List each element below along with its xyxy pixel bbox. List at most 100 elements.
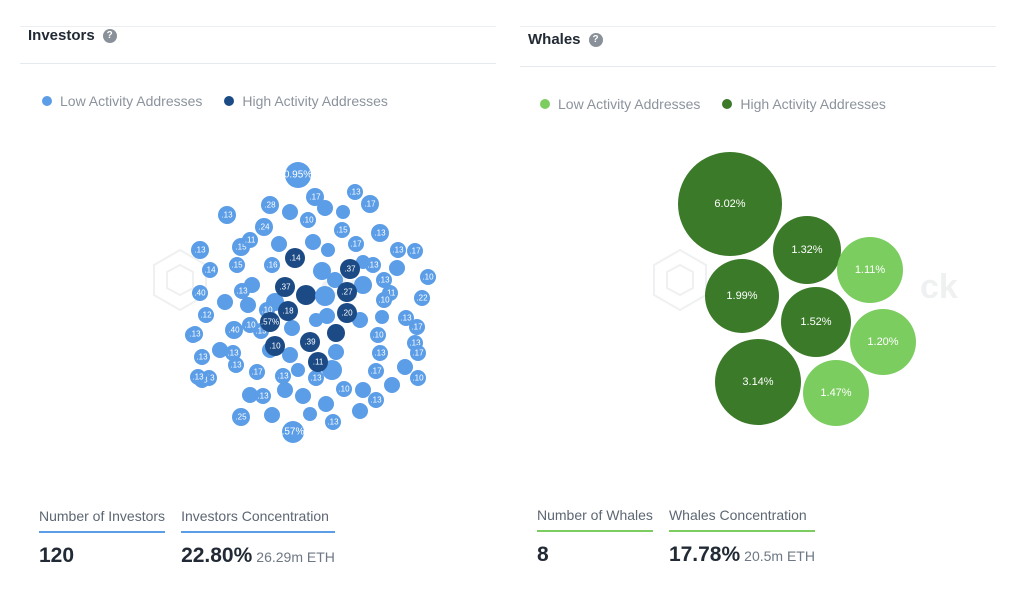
bubble-filler[interactable] — [284, 320, 300, 336]
bubble-filler[interactable] — [217, 294, 233, 310]
bubble-high-activity[interactable]: .10 — [265, 336, 285, 356]
bubble-low-activity[interactable]: .17 — [306, 188, 324, 206]
bubble-low-activity[interactable]: .40 — [192, 285, 208, 301]
bubble-low-activity[interactable]: .13 — [371, 224, 389, 242]
bubble-low-activity[interactable]: .13 — [194, 349, 210, 365]
bubble-low-activity[interactable]: .10 — [420, 269, 436, 285]
bubble-low-activity[interactable]: .17 — [348, 236, 364, 252]
bubble-high-activity[interactable]: .18 — [278, 301, 298, 321]
bubble-filler[interactable] — [240, 297, 256, 313]
bubble-low-activity[interactable]: .40 — [225, 321, 243, 339]
bubble-filler[interactable] — [317, 200, 333, 216]
bubble-low-activity[interactable]: .13 — [190, 369, 206, 385]
bubble-low-activity[interactable]: .15 — [334, 222, 350, 238]
bubble-filler[interactable] — [318, 396, 334, 412]
bubble-high-activity[interactable]: 6.02% — [678, 152, 782, 256]
bubble-filler[interactable] — [336, 205, 350, 219]
bubble-high-activity[interactable]: .37 — [275, 277, 295, 297]
bubble-low-activity[interactable]: .13 — [191, 241, 209, 259]
bubble-filler[interactable] — [271, 236, 287, 252]
bubble-high-activity[interactable]: .57% — [260, 312, 280, 332]
bubble-low-activity[interactable]: .13 — [275, 368, 291, 384]
bubble-low-activity[interactable]: .11 — [242, 232, 258, 248]
bubble-low-activity[interactable]: 0.95% — [284, 162, 312, 188]
bubble-filler[interactable] — [389, 260, 405, 276]
bubble-low-activity[interactable]: 1.11% — [837, 237, 903, 303]
bubble-filler[interactable] — [282, 347, 298, 363]
bubble-filler[interactable] — [375, 310, 389, 324]
bubble-filler[interactable] — [295, 388, 311, 404]
bubble-filler[interactable] — [384, 377, 400, 393]
bubble-high-activity[interactable]: .11 — [308, 352, 328, 372]
bubble-low-activity[interactable]: .13 — [187, 326, 203, 342]
bubble-low-activity[interactable]: .57% — [282, 421, 305, 443]
bubble-low-activity[interactable]: .10 — [242, 317, 258, 333]
bubble-low-activity[interactable]: .13 — [372, 345, 388, 361]
bubble-low-activity[interactable]: .13 — [325, 414, 341, 430]
bubble-low-activity[interactable]: .17 — [409, 319, 425, 335]
bubble-low-activity[interactable]: .15 — [229, 257, 245, 273]
bubble-low-activity[interactable]: .22 — [414, 290, 430, 306]
bubble-low-activity[interactable]: .13 — [228, 357, 244, 373]
bubble-low-activity[interactable]: .17 — [361, 195, 379, 213]
bubble-high-activity[interactable]: .37 — [340, 259, 360, 279]
bubble-low-activity[interactable]: .13 — [225, 345, 241, 361]
bubble-filler[interactable] — [355, 382, 371, 398]
bubble-filler[interactable] — [309, 313, 323, 327]
bubble-filler[interactable] — [282, 204, 298, 220]
legend-item-high-activity[interactable]: High Activity Addresses — [722, 96, 886, 112]
bubble-low-activity[interactable]: .14 — [202, 262, 218, 278]
bubble-filler[interactable] — [397, 359, 413, 375]
bubble-filler[interactable] — [212, 342, 228, 358]
question-circle-icon[interactable]: ? — [588, 32, 603, 47]
bubble-high-activity[interactable]: 1.99% — [705, 259, 779, 333]
bubble-low-activity[interactable]: .13 — [347, 184, 363, 200]
bubble-low-activity[interactable]: .16 — [264, 257, 280, 273]
bubble-low-activity[interactable]: .13 — [398, 310, 414, 326]
bubble-high-activity[interactable]: .14 — [285, 248, 305, 268]
bubble-filler[interactable] — [321, 243, 335, 257]
bubble-low-activity[interactable]: .13 — [390, 242, 406, 258]
bubble-filler[interactable] — [305, 234, 321, 250]
legend-item-low-activity[interactable]: Low Activity Addresses — [42, 93, 202, 109]
bubble-high-activity[interactable]: 1.52% — [781, 287, 851, 357]
bubble-high-activity[interactable]: .27 — [337, 282, 357, 302]
bubble-high-activity[interactable]: 3.14% — [715, 339, 801, 425]
bubble-low-activity[interactable]: .13 — [376, 272, 392, 288]
bubble-low-activity[interactable]: .10 — [410, 370, 426, 386]
bubble-low-activity[interactable]: .12 — [198, 307, 214, 323]
bubble-filler[interactable] — [315, 286, 335, 306]
bubble-low-activity[interactable]: .13 — [218, 206, 236, 224]
bubble-low-activity[interactable]: .13 — [368, 392, 384, 408]
bubble-filler[interactable] — [354, 276, 372, 294]
bubble-low-activity[interactable]: 1.20% — [850, 309, 916, 375]
bubble-filler[interactable] — [277, 382, 293, 398]
bubble-low-activity[interactable]: .10 — [370, 327, 386, 343]
bubble-low-activity[interactable]: .24 — [255, 218, 273, 236]
bubble-high-activity[interactable]: .20 — [337, 303, 357, 323]
bubble-low-activity[interactable]: .13 — [308, 370, 324, 386]
legend-item-low-activity[interactable]: Low Activity Addresses — [540, 96, 700, 112]
bubble-low-activity[interactable]: .13 — [255, 388, 271, 404]
bubble-low-activity[interactable]: .13 — [365, 257, 381, 273]
bubble-low-activity[interactable]: .10 — [300, 212, 316, 228]
question-circle-icon[interactable]: ? — [102, 28, 117, 43]
bubble-low-activity[interactable]: 1.47% — [803, 360, 869, 426]
bubble-low-activity[interactable]: .17 — [249, 364, 265, 380]
bubble-filler[interactable] — [352, 403, 368, 419]
bubble-filler[interactable] — [296, 285, 316, 305]
bubble-filler[interactable] — [242, 387, 258, 403]
bubble-filler[interactable] — [327, 272, 343, 288]
bubble-filler[interactable] — [327, 324, 345, 342]
bubble-high-activity[interactable]: 1.32% — [773, 216, 841, 284]
bubble-low-activity[interactable]: .17 — [368, 363, 384, 379]
bubble-low-activity[interactable]: .13 — [234, 283, 250, 299]
bubble-low-activity[interactable]: .10 — [376, 292, 392, 308]
bubble-filler[interactable] — [328, 344, 344, 360]
bubble-filler[interactable] — [291, 363, 305, 377]
bubble-filler[interactable] — [264, 407, 280, 423]
bubble-high-activity[interactable]: .39 — [300, 332, 320, 352]
bubble-filler[interactable] — [313, 262, 331, 280]
bubble-low-activity[interactable]: .17 — [407, 243, 423, 259]
bubble-low-activity[interactable]: .25 — [232, 408, 250, 426]
